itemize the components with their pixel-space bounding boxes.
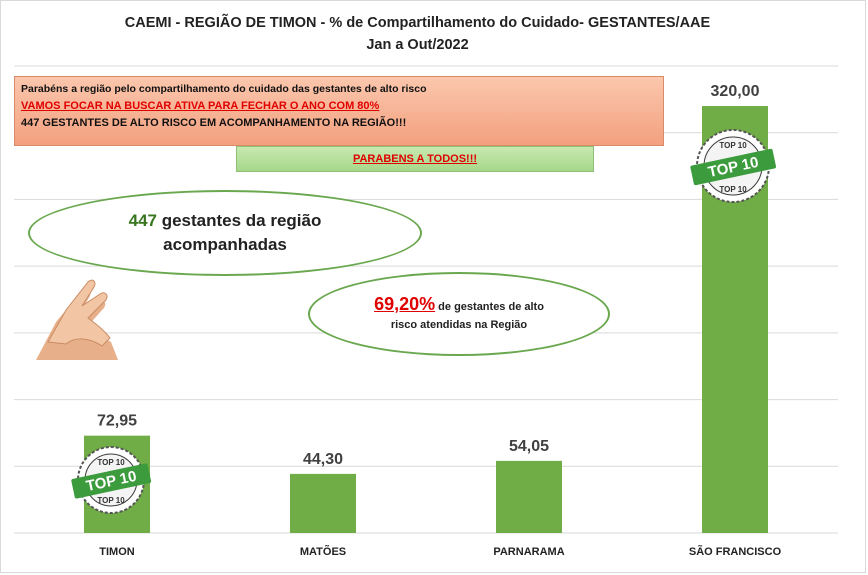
clapping-hands-icon (36, 279, 118, 360)
chart-title-line1: CAEMI - REGIÃO DE TIMON - % de Compartil… (124, 15, 711, 31)
value-label: 320,00 (711, 83, 760, 100)
value-labels: 72,95 44,30 54,05 320,00 (97, 83, 760, 468)
value-label: 54,05 (509, 438, 549, 455)
category-label: MATÕES (300, 545, 346, 558)
badge-bottom-text: TOP 10 (97, 496, 125, 505)
notice-line3: 447 GESTANTES DE ALTO RISCO EM ACOMPANHA… (21, 117, 407, 129)
bar-3 (496, 460, 562, 533)
callout-447-oval: 447 gestantes da região acompanhadas (28, 190, 422, 276)
category-label: TIMON (99, 546, 134, 558)
chart-title: CAEMI - REGIÃO DE TIMON - % de Compartil… (0, 12, 835, 56)
value-label: 72,95 (97, 413, 137, 430)
badge-top-text: TOP 10 (719, 141, 747, 150)
category-labels: TIMON MATÕES PARNARAMA SÃO FRANCISCO (99, 545, 781, 558)
value-label: 44,30 (303, 451, 343, 468)
callout2-percent: 69,20% (374, 293, 436, 314)
callout1-number: 447 (128, 211, 157, 230)
category-label: PARNARAMA (493, 546, 564, 558)
notice-line1: Parabéns a região pelo compartilhamento … (21, 83, 427, 95)
callout2-text-b: risco atendidas na Região (390, 318, 528, 331)
callout2-text-a: de gestantes de alto (435, 300, 544, 313)
callout1-text-a: gestantes da região (156, 211, 322, 230)
notice-box: Parabéns a região pelo compartilhamento … (14, 76, 664, 146)
callout-percent-oval: 69,20% de gestantes de alto risco atendi… (308, 272, 610, 356)
notice-line2: VAMOS FOCAR NA BUSCAR ATIVA PARA FECHAR … (21, 100, 380, 112)
congrats-box: PARABENS A TODOS!!! (236, 146, 594, 172)
badge-top-text: TOP 10 (97, 458, 125, 467)
bar-2 (290, 473, 356, 533)
callout1-text-b: acompanhadas (163, 235, 287, 254)
badge-bottom-text: TOP 10 (719, 185, 747, 194)
chart-title-line2: Jan a Out/2022 (366, 37, 469, 53)
category-label: SÃO FRANCISCO (689, 545, 782, 558)
